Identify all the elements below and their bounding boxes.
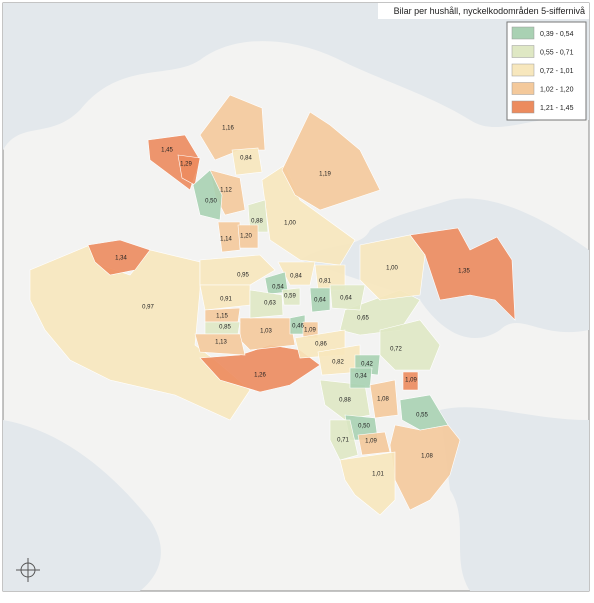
area-label: 0,46 <box>292 324 304 330</box>
area-label: 1,26 <box>254 373 266 379</box>
water <box>3 3 589 150</box>
area-label: 1,01 <box>372 472 384 478</box>
area-label: 1,15 <box>216 314 228 320</box>
area-label: 0,64 <box>314 298 326 304</box>
area <box>402 371 419 391</box>
area-label: 0,88 <box>251 219 263 225</box>
legend-label: 1,02 - 1,20 <box>540 87 574 94</box>
area <box>237 224 259 249</box>
area-label: 0,86 <box>315 342 327 348</box>
area-label: 0,81 <box>319 279 331 285</box>
area-label: 0,88 <box>339 398 351 404</box>
area-label: 0,63 <box>264 301 276 307</box>
area-label: 0,55 <box>416 413 428 419</box>
legend-swatch <box>511 82 535 95</box>
compass <box>16 558 40 582</box>
title-box <box>378 3 589 19</box>
area-label: 0,72 <box>390 347 402 353</box>
area <box>309 287 331 313</box>
legend-items: 0,39 - 0,54 0,55 - 0,71 0,72 - 1,01 1,02 - … <box>511 26 574 114</box>
area <box>281 111 381 211</box>
area <box>87 239 151 276</box>
legend-swatch <box>511 63 535 77</box>
area-label: 0,71 <box>337 438 349 444</box>
legend-swatch <box>511 26 535 40</box>
area-label: 1,12 <box>220 188 232 194</box>
area-label: 1,09 <box>405 378 417 384</box>
area <box>249 289 284 319</box>
labels: 1,161,451,290,841,191,120,500,88 1,001,14… <box>115 126 470 478</box>
area-label: 0,65 <box>357 316 369 322</box>
legend-label: 0,72 - 1,01 <box>540 68 574 75</box>
area-label: 1,08 <box>421 454 433 460</box>
area <box>329 284 366 311</box>
area-label: 1,00 <box>386 266 398 272</box>
area-label: 1,08 <box>377 397 389 403</box>
legend-swatch <box>511 100 535 114</box>
area-label: 0,59 <box>284 294 296 300</box>
area-label: 0,42 <box>361 362 373 368</box>
legend-label: 0,39 - 0,54 <box>540 31 574 38</box>
legend-swatch <box>511 45 535 58</box>
area-label: 1,45 <box>161 148 173 154</box>
area <box>349 367 373 389</box>
area-label: 1,29 <box>180 162 192 168</box>
area <box>199 254 276 286</box>
area <box>199 94 266 161</box>
map-title: Bilar per hushåll, nyckelkodområden 5-si… <box>394 6 585 16</box>
area-label: 0,84 <box>290 274 302 280</box>
area-label: 1,00 <box>284 221 296 227</box>
area-label: 1,14 <box>220 237 232 243</box>
area-label: 0,84 <box>240 156 252 162</box>
area-label: 1,34 <box>115 256 127 262</box>
legend-label: 0,55 - 0,71 <box>540 50 574 57</box>
area <box>247 199 269 233</box>
area-label: 0,97 <box>142 305 154 311</box>
area <box>231 147 263 176</box>
area-label: 0,91 <box>220 297 232 303</box>
area-label: 0,95 <box>237 273 249 279</box>
area-label: 1,09 <box>365 439 377 445</box>
area-label: 1,20 <box>240 234 252 240</box>
area-label: 0,54 <box>272 285 284 291</box>
area <box>409 227 516 321</box>
area-label: 1,16 <box>222 126 234 132</box>
area-label: 0,64 <box>340 296 352 302</box>
area <box>359 234 426 301</box>
area-label: 1,13 <box>215 340 227 346</box>
area <box>281 287 301 306</box>
area-label: 0,34 <box>355 374 367 380</box>
regions <box>29 94 516 516</box>
area-label: 1,35 <box>458 269 470 275</box>
area-label: 0,50 <box>205 199 217 205</box>
area-label: 0,50 <box>358 424 370 430</box>
legend-label: 1,21 - 1,45 <box>540 105 574 112</box>
area <box>339 451 396 516</box>
area-label: 1,19 <box>319 172 331 178</box>
water <box>3 420 161 591</box>
area <box>192 169 223 221</box>
area-label: 0,82 <box>332 360 344 366</box>
area-label: 1,09 <box>304 328 316 334</box>
area-label: 1,03 <box>260 329 272 335</box>
area <box>329 419 359 461</box>
area <box>194 333 246 356</box>
area <box>399 394 449 431</box>
water <box>440 407 589 591</box>
area-label: 0,85 <box>219 325 231 331</box>
area <box>369 379 399 419</box>
area <box>217 221 241 253</box>
area <box>357 431 391 456</box>
